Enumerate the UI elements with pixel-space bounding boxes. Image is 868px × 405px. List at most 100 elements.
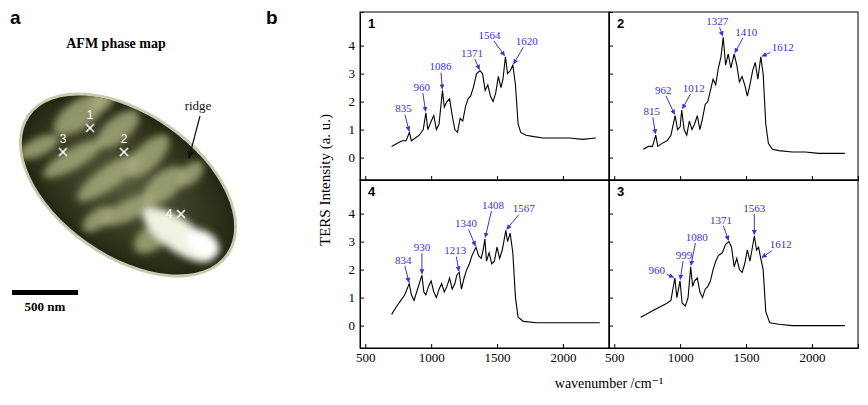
- annotation-background: [481, 199, 506, 211]
- annotation-background: [685, 231, 710, 243]
- x-tick-label: 1000: [668, 350, 694, 365]
- x-axis-title: wavenumber /cm⁻¹: [555, 376, 663, 391]
- x-tick: [497, 176, 498, 180]
- panel-a: aAFM phase map1234ridge500 nm: [0, 7, 271, 315]
- annotation-arrow: [468, 229, 475, 246]
- y-tick: [609, 326, 613, 327]
- annotation-arrow: [405, 114, 409, 131]
- annotation: 1567: [507, 202, 537, 229]
- x-tick-mark: [614, 176, 615, 180]
- y-tick: [609, 298, 613, 299]
- annotation-background: [648, 264, 667, 276]
- annotation-background: [443, 244, 468, 256]
- marker-cross: [120, 148, 128, 156]
- x-tick-mark: [812, 176, 813, 180]
- annotation: 1086: [428, 60, 453, 89]
- y-tick-mark: [609, 298, 613, 299]
- ridge-label: ridge: [185, 98, 212, 113]
- x-tick: [614, 176, 615, 180]
- annotation-arrow: [691, 243, 696, 266]
- annotation: 962: [654, 84, 675, 115]
- annotation-arrow: [441, 72, 442, 89]
- y-tick: 0: [349, 318, 365, 333]
- x-tick: [431, 176, 432, 180]
- afm-image: [0, 55, 271, 316]
- annotation-background: [413, 81, 432, 93]
- y-tick-mark: [609, 158, 613, 159]
- annotation-arrow: [456, 256, 459, 271]
- x-tick-mark: [563, 344, 564, 348]
- marker-label: 4: [166, 207, 173, 221]
- y-axis-line: [610, 181, 614, 349]
- y-tick-mark: [609, 326, 613, 327]
- y-tick-label: 3: [349, 234, 356, 249]
- x-tick-mark: [680, 344, 681, 348]
- x-tick-label: 1500: [734, 350, 760, 365]
- y-tick-label: 2: [349, 94, 356, 109]
- annotation-label: 1340: [455, 217, 478, 229]
- y-axis: [609, 181, 613, 349]
- y-tick: [609, 158, 613, 159]
- annotation: 1371: [460, 47, 484, 70]
- figure-svg: aAFM phase map1234ridge500 nmbTERS Inten…: [0, 0, 868, 405]
- annotation-background: [675, 249, 694, 261]
- plot-frame: [360, 180, 609, 348]
- x-tick-label: 500: [605, 350, 625, 365]
- x-tick: [812, 176, 813, 180]
- annotation-label: 815: [644, 105, 661, 117]
- annotation-arrow: [666, 96, 675, 115]
- annotation-label: 960: [649, 264, 666, 276]
- annotation-label: 930: [414, 241, 431, 253]
- x-axis-line: [610, 344, 859, 349]
- x-tick-mark: [563, 176, 564, 180]
- x-tick: [365, 176, 366, 180]
- x-tick-mark: [497, 176, 498, 180]
- marker-cross: [59, 148, 67, 156]
- annotations: 9609991080137115631612: [648, 202, 793, 279]
- spectrum-line: [643, 37, 845, 153]
- y-axis-line: [361, 13, 365, 181]
- annotation-arrow: [514, 47, 524, 64]
- y-tick-mark: [360, 326, 364, 327]
- annotation-label: 1080: [686, 231, 709, 243]
- annotation-arrow: [423, 93, 426, 112]
- afm-marker: 1: [86, 108, 94, 132]
- annotations: 8349301213134014081567: [394, 199, 536, 282]
- y-tick: 4: [349, 38, 365, 53]
- x-tick-mark: [614, 344, 615, 348]
- annotation-label: 1563: [743, 202, 766, 214]
- annotation-label: 1371: [710, 214, 732, 226]
- y-axis: 01234: [349, 181, 365, 349]
- marker-label: 3: [60, 132, 67, 146]
- annotation-background: [394, 102, 413, 114]
- afm-marker: 4: [166, 207, 185, 221]
- panel-title: 3: [617, 184, 624, 199]
- annotation-background: [742, 202, 767, 214]
- y-axis-line: [361, 181, 365, 349]
- x-tick: 1500: [485, 344, 511, 365]
- y-tick: 1: [349, 122, 365, 137]
- x-tick-mark: [812, 344, 813, 348]
- y-tick: 1: [349, 290, 365, 305]
- y-axis-title: TERS Intensity (a. u.): [317, 114, 334, 246]
- annotation: 1080: [685, 231, 710, 266]
- afm-outline: [0, 55, 271, 316]
- marker-cross: [177, 210, 185, 218]
- annotation-background: [515, 35, 540, 47]
- annotation-arrow: [485, 211, 491, 238]
- x-tick-label: 1500: [485, 350, 511, 365]
- y-tick-label: 1: [349, 290, 356, 305]
- y-tick-mark: [360, 270, 364, 271]
- annotation-label: 1086: [429, 60, 452, 72]
- annotation-background: [769, 238, 793, 250]
- panel-title: 1: [368, 16, 375, 31]
- annotation-background: [654, 84, 673, 96]
- annotation-background: [477, 29, 502, 41]
- annotation-arrow: [475, 59, 480, 70]
- annotation: 835: [394, 102, 413, 131]
- y-tick-mark: [360, 214, 364, 215]
- annotation-label: 1408: [482, 199, 505, 211]
- x-tick-label: 1000: [419, 350, 445, 365]
- annotation-arrow: [405, 266, 409, 283]
- x-tick-mark: [746, 176, 747, 180]
